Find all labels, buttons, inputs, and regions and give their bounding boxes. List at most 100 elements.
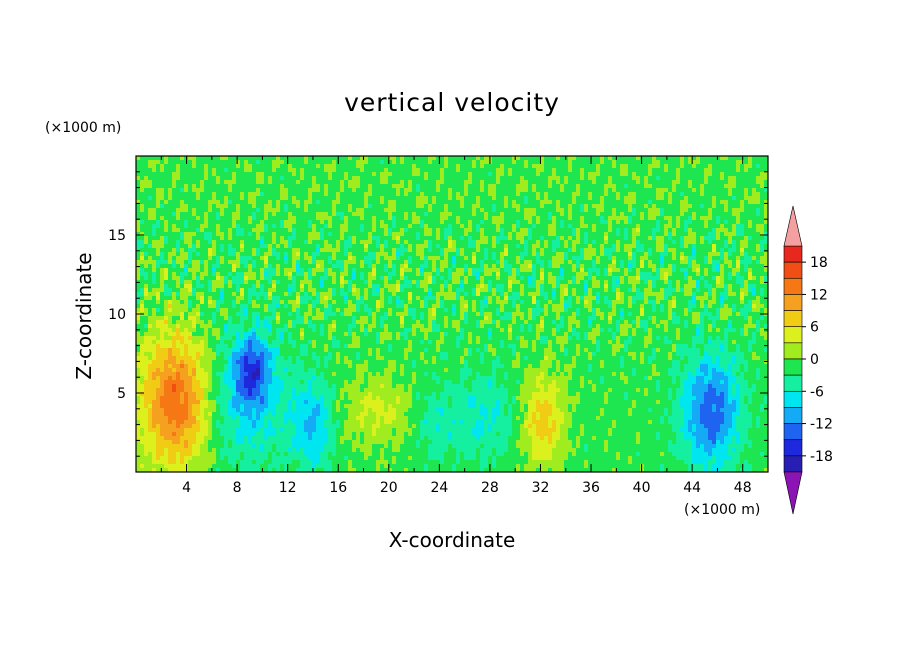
- field-cell: [208, 220, 213, 225]
- field-cell: [732, 220, 737, 225]
- field-cell: [432, 276, 437, 281]
- field-cell: [468, 268, 473, 273]
- field-cell: [240, 200, 245, 205]
- field-cell: [488, 240, 493, 245]
- field-cell: [364, 184, 369, 189]
- field-cell: [160, 176, 165, 181]
- field-cell: [712, 244, 717, 249]
- field-cell: [328, 224, 333, 229]
- field-cell: [676, 264, 681, 269]
- field-cell: [728, 172, 733, 177]
- field-cell: [672, 272, 677, 277]
- field-cell: [708, 228, 713, 233]
- field-cell: [528, 256, 533, 261]
- field-cell: [744, 200, 749, 205]
- field-cell: [420, 256, 425, 261]
- field-cell: [248, 232, 253, 237]
- field-cell: [680, 212, 685, 217]
- field-cell: [704, 172, 709, 177]
- field-cell: [668, 232, 673, 237]
- field-cell: [616, 216, 621, 221]
- field-cell: [344, 264, 349, 269]
- field-cell: [588, 236, 593, 241]
- field-cell: [148, 216, 153, 221]
- field-cell: [652, 168, 657, 173]
- field-cell: [344, 228, 349, 233]
- field-cell: [524, 192, 529, 197]
- field-cell: [568, 204, 573, 209]
- field-cell: [300, 260, 305, 265]
- field-cell: [400, 164, 405, 169]
- field-cell: [736, 204, 741, 209]
- field-cell: [592, 180, 597, 185]
- field-cell: [404, 248, 409, 253]
- field-cell: [236, 216, 241, 221]
- field-cell: [532, 260, 537, 265]
- field-cell: [396, 180, 401, 185]
- field-cell: [592, 204, 597, 209]
- field-cell: [328, 256, 333, 261]
- field-cell: [436, 264, 441, 269]
- field-cell: [352, 220, 357, 225]
- field-cell: [672, 204, 677, 209]
- field-cell: [236, 164, 241, 169]
- field-cell: [252, 212, 257, 217]
- field-cell: [280, 260, 285, 265]
- field-cell: [168, 220, 173, 225]
- field-cell: [732, 260, 737, 265]
- field-cell: [444, 184, 449, 189]
- field-cell: [504, 260, 509, 265]
- field-cell: [232, 232, 237, 237]
- field-cell: [280, 180, 285, 185]
- field-cell: [760, 164, 765, 169]
- field-cell: [464, 176, 469, 181]
- field-cell: [652, 276, 657, 281]
- field-cell: [624, 168, 629, 173]
- field-cell: [608, 256, 613, 261]
- field-cell: [328, 248, 333, 253]
- field-cell: [376, 208, 381, 213]
- field-cell: [476, 244, 481, 249]
- field-cell: [176, 236, 181, 241]
- field-cell: [144, 272, 149, 277]
- field-cell: [396, 168, 401, 173]
- field-cell: [664, 276, 669, 281]
- field-cell: [368, 200, 373, 205]
- field-cell: [496, 224, 501, 229]
- field-cell: [332, 160, 337, 165]
- field-cell: [668, 228, 673, 233]
- field-cell: [192, 256, 197, 261]
- field-cell: [736, 188, 741, 193]
- field-cell: [368, 176, 373, 181]
- field-cell: [200, 184, 205, 189]
- field-cell: [368, 268, 373, 273]
- field-cell: [408, 212, 413, 217]
- field-cell: [524, 164, 529, 169]
- field-cell: [208, 268, 213, 273]
- field-cell: [424, 176, 429, 181]
- field-cell: [612, 176, 617, 181]
- field-cell: [760, 260, 765, 265]
- field-cell: [544, 160, 549, 165]
- field-cell: [424, 216, 429, 221]
- field-cell: [296, 252, 301, 257]
- field-cell: [700, 256, 705, 261]
- field-cell: [284, 156, 289, 161]
- field-cell: [488, 268, 493, 273]
- field-cell: [452, 280, 457, 285]
- field-cell: [584, 252, 589, 257]
- field-cell: [544, 256, 549, 261]
- field-cell: [756, 264, 761, 269]
- field-cell: [500, 228, 505, 233]
- field-cell: [324, 264, 329, 269]
- field-cell: [724, 208, 729, 213]
- field-cell: [528, 188, 533, 193]
- field-cell: [228, 156, 233, 161]
- field-cell: [416, 228, 421, 233]
- field-cell: [268, 172, 273, 177]
- field-cell: [592, 264, 597, 269]
- field-cell: [460, 220, 465, 225]
- field-cell: [640, 268, 645, 273]
- field-cell: [584, 164, 589, 169]
- field-cell: [572, 236, 577, 241]
